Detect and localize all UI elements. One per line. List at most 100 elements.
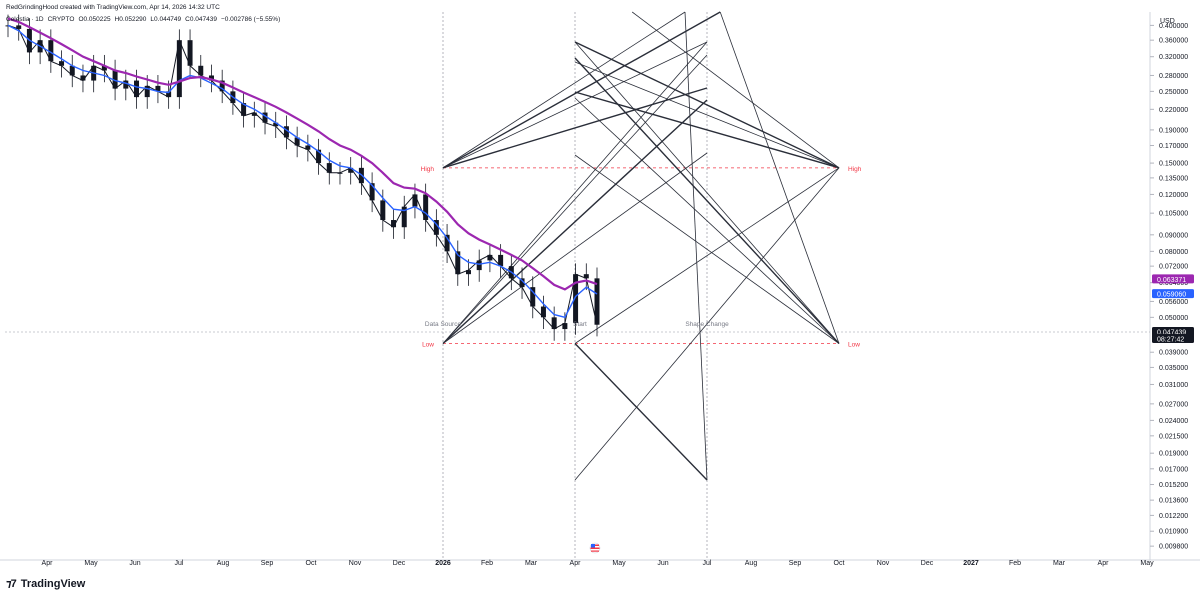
price-tick-label: 0.250000 [1159,89,1188,96]
ohlc-high: H0.052290 [114,16,147,23]
price-tick-label: 0.120000 [1159,192,1188,199]
time-tick-label: Nov [877,560,890,567]
price-candle [198,65,204,76]
price-candle [530,287,536,307]
price-candle [573,274,579,324]
symbol-name[interactable]: Celestia · 1D [6,16,44,23]
price-tag-box [1152,274,1194,284]
price-tick-label: 0.090000 [1159,232,1188,239]
time-tick-label: Sep [789,560,802,567]
drawing-label: High [848,166,862,173]
time-tick-label: Feb [481,560,493,567]
ohlc-legend[interactable]: Celestia · 1D CRYPTO O0.050225 H0.052290… [6,16,280,23]
tradingview-brand[interactable]: ⁊7 TradingView [6,577,85,591]
currency-label: USD [1160,18,1175,25]
price-candle [283,126,289,138]
ohlc-open: O0.050225 [78,16,111,23]
price-candle [412,194,418,207]
time-tick-label: Dec [393,560,406,567]
price-tick-label: 0.190000 [1159,127,1188,134]
fan-line [574,41,840,344]
price-candle [241,103,247,116]
time-tick-label: Nov [349,560,362,567]
moving-averages [7,17,598,319]
price-tick-label: 0.010900 [1159,529,1188,536]
price-candle [101,65,107,71]
price-candle [455,251,461,275]
price-tick-label: 0.105000 [1159,211,1188,218]
price-tick-label: 0.021500 [1159,433,1188,440]
price-candle [348,167,354,173]
fan-line [442,87,708,169]
price-candle [219,80,225,92]
price-candle [487,254,493,261]
price-candle [16,25,22,29]
price-candle [208,75,214,81]
price-candle [187,40,193,66]
price-tag-box [1152,289,1194,299]
price-candle [562,323,568,330]
price-candle [423,194,429,221]
price-tick-label: 0.220000 [1159,107,1188,114]
time-tick-label: Aug [745,560,758,567]
price-candle [380,200,386,221]
time-tick-label: Feb [1009,560,1021,567]
ohlc-low: L0.044749 [150,16,182,23]
price-axis[interactable]: 0.400000 0.360000 0.320000 0.280000 0.250000… [1150,23,1188,551]
price-candle [294,137,300,146]
pitchfork-drawing[interactable] [5,11,1150,560]
price-candle [540,306,546,318]
price-tick-label: 0.050000 [1159,315,1188,322]
slow-moving-average-line [7,17,598,291]
price-candle [498,254,504,267]
price-tick-label: 0.056000 [1159,299,1188,306]
tradingview-logo-icon: ⁊7 [6,578,17,590]
time-tick-label: May [1140,560,1154,567]
price-candle [80,75,86,81]
price-candle [369,183,375,201]
price-candle [465,270,471,275]
drawing-label: Low [848,342,860,349]
fan-line [442,99,708,345]
price-candle [69,65,75,76]
price-tick-label: 0.360000 [1159,38,1188,45]
price-candle [123,80,129,89]
price-tag-box [1152,327,1194,336]
time-tick-label: Jul [703,560,712,567]
time-tick-label: Mar [1053,560,1066,567]
time-axis[interactable]: Apr May Jun Jul Aug Sep Oct Nov Dec 2026 Feb Mar Apr… [42,560,1155,567]
flag-stripe [590,547,600,549]
fan-line [684,11,708,481]
price-candle [59,61,65,66]
price-candle [176,40,182,98]
drawing-label: High [421,166,435,173]
price-tick-label: 0.072000 [1159,264,1188,271]
symbol-exchange: CRYPTO [47,16,75,23]
time-tick-label: Aug [217,560,230,567]
price-tick-label: 0.031000 [1159,382,1188,389]
time-tick-label: 2027 [963,560,979,567]
time-tick-label: Jul [175,560,184,567]
price-candle [433,220,439,235]
drawing-label: Shape Change [685,321,729,328]
chart-attribution: RedGrindingHood created with TradingView… [6,4,220,11]
time-tick-label: Jun [129,560,140,567]
price-tick-label: 0.012200 [1159,513,1188,520]
price-candle [48,40,54,62]
drawing-label: Start [573,321,587,328]
price-tick-label: 0.024000 [1159,418,1188,425]
price-tick-label: 0.017000 [1159,466,1188,473]
fan-line [631,11,840,169]
drawing-labels: High Low High Low Data Source Start Shape Chan… [421,166,862,349]
country-flag-icon [589,542,601,554]
price-candle [316,149,322,164]
fan-line [442,11,686,169]
price-tick-label: 0.080000 [1159,249,1188,256]
time-tick-label: Mar [525,560,538,567]
price-candle [444,234,450,252]
fan-line [574,154,840,344]
fan-line [442,41,708,344]
price-tag-label: 08:27:42 [1157,337,1184,344]
flag-canton [591,544,595,548]
